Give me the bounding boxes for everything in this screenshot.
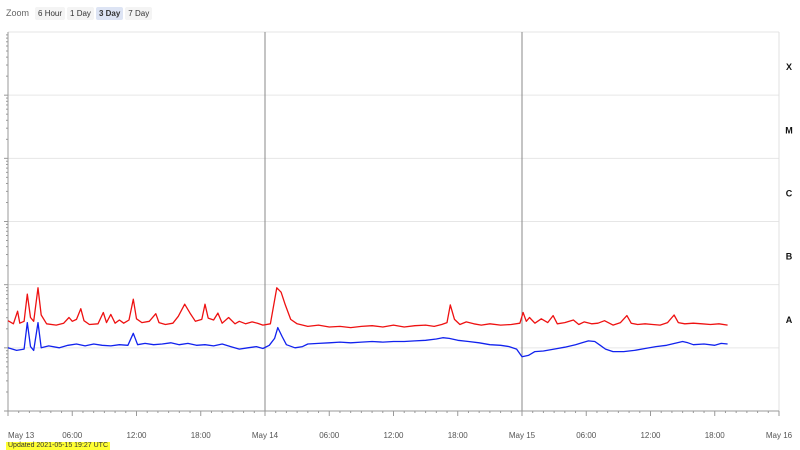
zoom-1-day-button[interactable]: 1 Day	[67, 6, 94, 20]
x-tick-label: May 14	[252, 431, 279, 440]
x-tick-label: 06:00	[576, 431, 597, 440]
x-tick-label: 18:00	[705, 431, 726, 440]
x-tick-label: 18:00	[191, 431, 212, 440]
x-tick-label: May 13	[8, 431, 35, 440]
flare-class-label: X	[786, 62, 792, 72]
axis-layer	[4, 32, 780, 416]
x-tick-label: 06:00	[319, 431, 340, 440]
series-line-short-wavelength	[7, 321, 728, 358]
flare-class-label: M	[785, 125, 793, 135]
x-tick-label: 18:00	[448, 431, 469, 440]
grid-layer	[8, 31, 779, 412]
zoom-3-day-button[interactable]: 3 Day	[95, 6, 124, 20]
x-tick-label: 12:00	[383, 431, 404, 440]
series-line-long-wavelength	[7, 287, 728, 329]
flare-class-label: A	[786, 315, 793, 325]
x-tick-label: 06:00	[62, 431, 83, 440]
x-tick-label: May 16	[766, 431, 793, 440]
flare-class-labels: A B C M X	[785, 62, 793, 325]
flare-class-label: B	[786, 252, 793, 262]
zoom-label: Zoom	[6, 8, 30, 18]
zoom-7-day-button[interactable]: 7 Day	[125, 6, 153, 20]
x-tick-label: May 15	[509, 431, 536, 440]
series-layer	[7, 287, 728, 358]
updated-timestamp: Updated 2021-05-15 19:27 UTC	[6, 442, 111, 450]
x-tick-label: 12:00	[126, 431, 147, 440]
x-tick-label: 12:00	[640, 431, 661, 440]
flare-class-label: C	[786, 189, 793, 199]
x-tick-labels: May 13 06:00 12:00 18:00 May 14 06:00 12:00 18:…	[8, 431, 793, 440]
zoom-6-hour-button[interactable]: 6 Hour	[35, 6, 66, 20]
zoom-bar: Zoom 6 Hour 1 Day 3 Day 7 Day	[6, 5, 153, 21]
